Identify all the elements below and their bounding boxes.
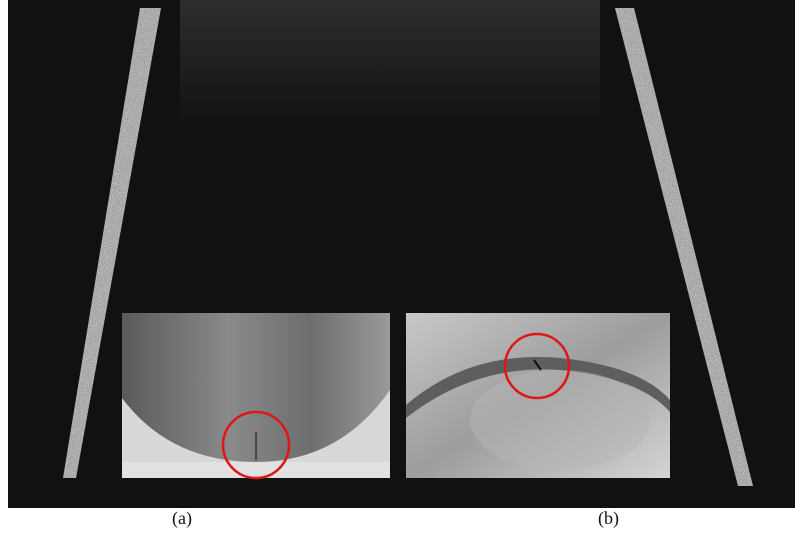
figure xyxy=(0,0,795,508)
inset-a xyxy=(122,313,390,478)
inset-b xyxy=(406,313,670,478)
panel-label: (b) xyxy=(598,508,619,529)
page: {"panels": [{"label": "(a)"}, {"label": … xyxy=(0,0,795,536)
glow xyxy=(180,0,600,130)
panel-label: (a) xyxy=(172,508,192,529)
